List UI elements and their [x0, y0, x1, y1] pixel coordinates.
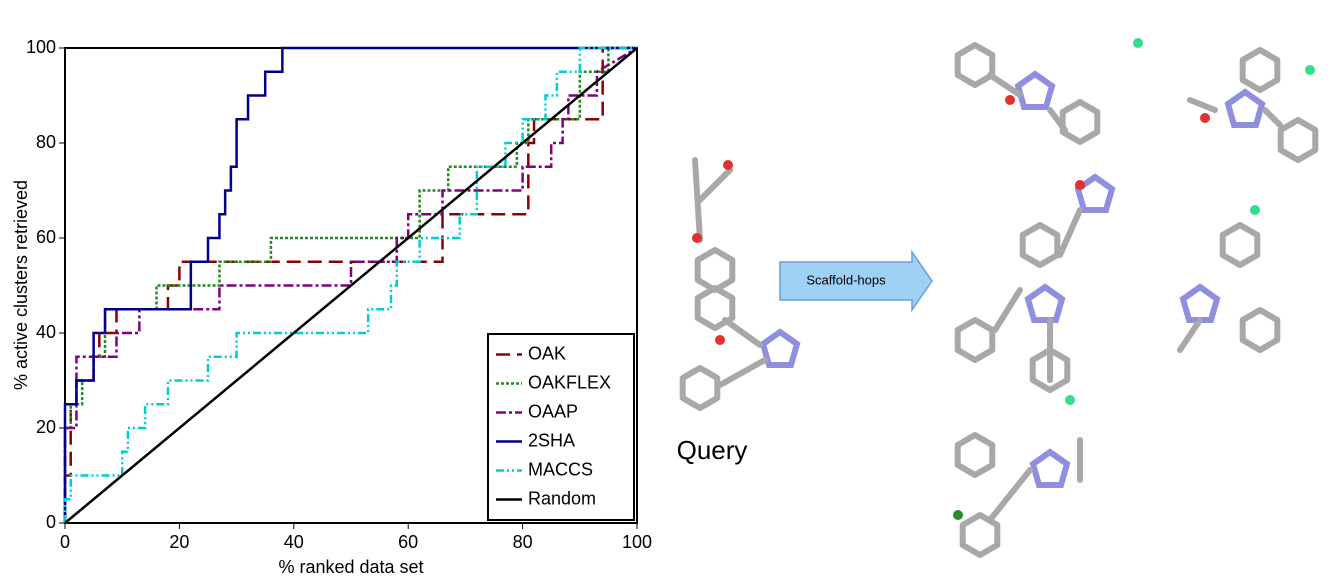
y-axis-label: % active clusters retrieved	[11, 180, 31, 390]
y-tick-label: 40	[36, 322, 56, 342]
x-tick-label: 0	[60, 532, 70, 552]
arrow-label: Scaffold-hops	[806, 272, 886, 287]
x-tick-label: 80	[513, 532, 533, 552]
y-tick-label: 60	[36, 227, 56, 247]
legend-label: OAAP	[528, 401, 578, 421]
x-tick-label: 20	[169, 532, 189, 552]
x-tick-label: 40	[284, 532, 304, 552]
legend-label: MACCS	[528, 459, 593, 479]
x-tick-label: 100	[622, 532, 652, 552]
x-axis-label: % ranked data set	[278, 557, 423, 577]
x-tick-label: 60	[398, 532, 418, 552]
y-tick-label: 80	[36, 132, 56, 152]
legend-label: Random	[528, 488, 596, 508]
legend-label: OAKFLEX	[528, 372, 611, 392]
molecules	[683, 38, 1316, 555]
legend-label: OAK	[528, 343, 566, 363]
page: % active clusters retrieved % ranked dat…	[0, 0, 1330, 580]
y-tick-label: 20	[36, 417, 56, 437]
legend-label: 2SHA	[528, 430, 575, 450]
y-tick-label: 0	[46, 512, 56, 532]
y-tick-label: 100	[26, 37, 56, 57]
query-label: Query	[677, 435, 748, 465]
